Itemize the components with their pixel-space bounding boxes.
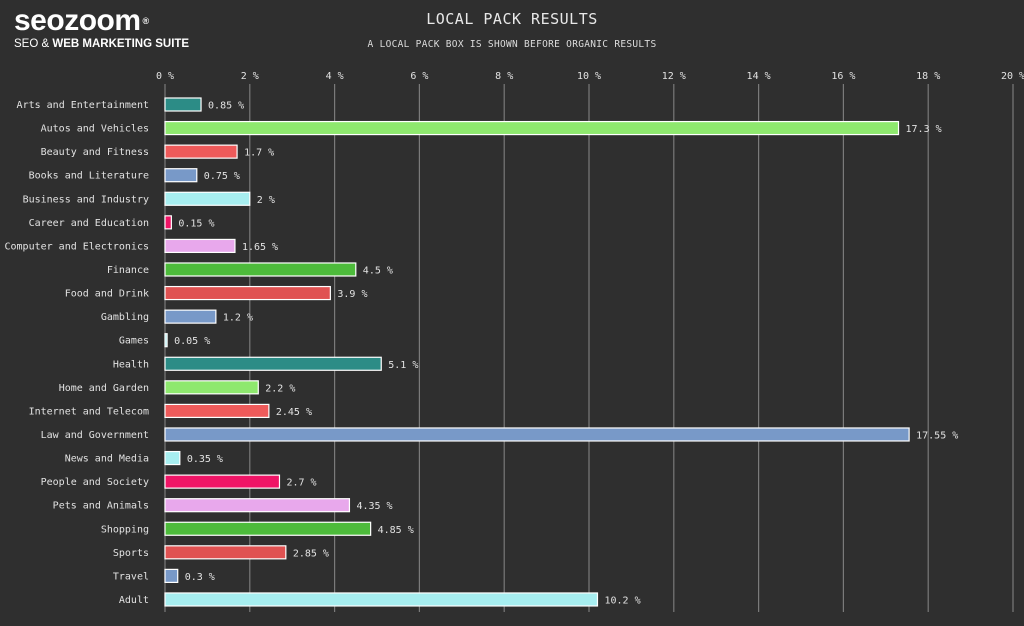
bar bbox=[164, 498, 351, 513]
bar bbox=[164, 545, 287, 560]
value-label: 2 % bbox=[257, 195, 275, 206]
bar bbox=[164, 97, 202, 112]
seozoom-logo: seozoom ® SEO & WEB MARKETING SUITE bbox=[14, 6, 189, 51]
category-label: Sports bbox=[113, 548, 149, 559]
category-label: Computer and Electronics bbox=[5, 241, 150, 252]
category-label: Gambling bbox=[101, 312, 149, 323]
logo-word: seozoom bbox=[14, 4, 141, 37]
category-label: Law and Government bbox=[41, 430, 149, 441]
value-label: 1.7 % bbox=[244, 148, 274, 159]
x-tick-label: 10 % bbox=[577, 71, 601, 82]
x-tick-label: 4 % bbox=[326, 71, 344, 82]
logo-tagline-bold: WEB MARKETING SUITE bbox=[52, 38, 190, 50]
bar bbox=[164, 568, 179, 584]
value-label: 5.1 % bbox=[388, 360, 418, 371]
bar bbox=[164, 285, 331, 301]
category-label: Health bbox=[113, 359, 149, 370]
category-label: Home and Garden bbox=[59, 383, 149, 394]
category-label: Shopping bbox=[101, 524, 149, 535]
bar bbox=[164, 521, 372, 536]
chart-title: LOCAL PACK RESULTS bbox=[426, 10, 598, 28]
category-label: Travel bbox=[113, 571, 149, 582]
value-label: 2.85 % bbox=[293, 548, 329, 559]
category-label: Internet and Telecom bbox=[29, 406, 149, 417]
bar bbox=[164, 168, 198, 183]
x-tick-label: 18 % bbox=[916, 71, 940, 82]
bar bbox=[164, 191, 251, 206]
value-label: 10.2 % bbox=[604, 595, 640, 606]
x-tick-label: 12 % bbox=[662, 71, 686, 82]
x-tick-label: 0 % bbox=[156, 71, 174, 82]
value-label: 0.15 % bbox=[178, 218, 214, 229]
bar bbox=[164, 380, 259, 395]
bar bbox=[164, 403, 270, 419]
bar bbox=[164, 144, 238, 159]
x-tick-label: 6 % bbox=[410, 71, 428, 82]
category-label: News and Media bbox=[65, 454, 149, 465]
bar bbox=[164, 120, 900, 136]
bar bbox=[164, 356, 382, 371]
x-tick-label: 2 % bbox=[241, 71, 259, 82]
bar bbox=[164, 450, 181, 466]
logo-tagline-plain: SEO & bbox=[14, 38, 53, 50]
value-label: 0.05 % bbox=[174, 336, 210, 347]
category-label: Beauty and Fitness bbox=[41, 147, 149, 158]
bar bbox=[164, 333, 168, 348]
chart-subtitle: A LOCAL PACK BOX IS SHOWN BEFORE ORGANIC… bbox=[367, 39, 657, 50]
value-label: 1.2 % bbox=[223, 313, 253, 324]
value-label: 17.55 % bbox=[916, 430, 958, 441]
x-tick-label: 16 % bbox=[831, 71, 855, 82]
value-label: 0.85 % bbox=[208, 101, 244, 112]
bar bbox=[164, 238, 236, 254]
bar bbox=[164, 592, 599, 607]
bar bbox=[164, 474, 281, 489]
category-label: Food and Drink bbox=[65, 289, 149, 300]
category-label: Business and Industry bbox=[23, 194, 149, 205]
registered-mark: ® bbox=[142, 16, 150, 26]
category-label: Games bbox=[119, 336, 149, 347]
category-label: Career and Education bbox=[29, 218, 149, 229]
category-label: Adult bbox=[119, 595, 149, 606]
category-label: Autos and Vehicles bbox=[41, 124, 149, 135]
value-label: 1.65 % bbox=[242, 242, 278, 253]
category-label: Finance bbox=[107, 265, 149, 276]
logo-tagline: SEO & WEB MARKETING SUITE bbox=[14, 37, 189, 51]
category-label: Books and Literature bbox=[29, 171, 149, 182]
value-label: 2.45 % bbox=[276, 407, 312, 418]
value-label: 4.85 % bbox=[378, 525, 414, 536]
x-tick-label: 20 % bbox=[1001, 71, 1024, 82]
value-label: 3.9 % bbox=[337, 289, 367, 300]
value-label: 2.2 % bbox=[265, 383, 295, 394]
value-label: 2.7 % bbox=[286, 478, 316, 489]
category-label: People and Society bbox=[41, 477, 149, 488]
bar bbox=[164, 215, 172, 230]
x-tick-label: 14 % bbox=[747, 71, 771, 82]
value-label: 0.75 % bbox=[204, 171, 240, 182]
value-label: 0.35 % bbox=[187, 454, 223, 465]
value-label: 4.5 % bbox=[363, 265, 393, 276]
value-label: 17.3 % bbox=[906, 124, 942, 135]
bar bbox=[164, 309, 217, 324]
category-label: Arts and Entertainment bbox=[17, 100, 149, 111]
value-label: 4.35 % bbox=[356, 501, 392, 512]
category-label: Pets and Animals bbox=[53, 501, 149, 512]
x-tick-label: 8 % bbox=[495, 71, 513, 82]
bar bbox=[164, 262, 357, 277]
bar bbox=[164, 427, 910, 442]
value-label: 0.3 % bbox=[185, 572, 215, 583]
